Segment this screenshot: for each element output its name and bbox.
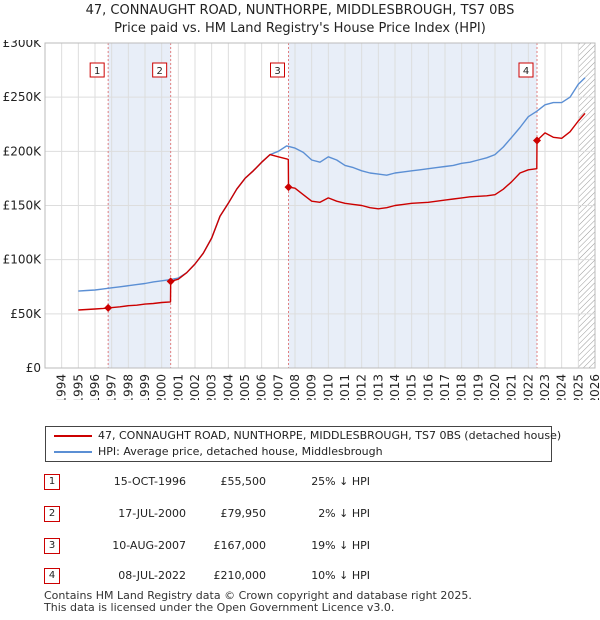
x-tick-label: 2014 — [388, 374, 402, 400]
sale-label-box — [518, 62, 534, 78]
sale-point — [533, 136, 541, 145]
x-tick-label: 2004 — [221, 374, 235, 400]
x-tick-label: 2018 — [455, 374, 469, 400]
sale-number-badge: 2 — [44, 506, 60, 522]
x-tick-label: 2002 — [188, 374, 202, 400]
table-row: 2 17-JUL-2000 £79,950 2% ↓ HPI — [0, 504, 600, 526]
x-tick-label: 2011 — [338, 374, 352, 400]
plot-frame — [44, 42, 596, 369]
legend-swatch-property — [54, 435, 92, 437]
sale-price: £210,000 — [213, 569, 267, 582]
sale-label-box — [89, 62, 105, 78]
sale-point — [166, 277, 175, 286]
series-line-hpi — [78, 77, 586, 292]
sale-label-box — [152, 62, 168, 78]
table-row: 4 08-JUL-2022 £210,000 10% ↓ HPI — [0, 566, 600, 588]
x-tick-label: 2022 — [521, 374, 535, 400]
x-tick-label: 2015 — [405, 374, 419, 400]
x-tick-label: 2020 — [488, 374, 502, 400]
y-tick-label: £200K — [3, 144, 43, 158]
sale-date: 08-JUL-2022 — [118, 569, 186, 582]
series-line-property — [78, 112, 586, 311]
x-tick-label: 2003 — [205, 374, 219, 400]
x-tick-label: 2010 — [321, 374, 335, 400]
sale-label: 1 — [94, 66, 100, 77]
legend-label-property: 47, CONNAUGHT ROAD, NUNTHORPE, MIDDLESBR… — [98, 429, 562, 442]
sale-date: 10-AUG-2007 — [112, 539, 186, 552]
x-tick-label: 2007 — [271, 374, 285, 400]
sale-label: 3 — [274, 66, 280, 77]
x-tick-label: 1997 — [105, 374, 119, 400]
y-tick-label: £50K — [10, 307, 42, 321]
sale-number-badge: 4 — [44, 568, 60, 584]
y-tick-label: £300K — [3, 40, 43, 50]
x-tick-label: 1998 — [121, 374, 135, 400]
x-tick-label: 2008 — [288, 374, 302, 400]
sale-point — [104, 303, 113, 312]
x-tick-label: 2009 — [305, 374, 319, 400]
x-tick-label: 1995 — [71, 374, 85, 400]
sale-number-badge: 1 — [44, 474, 60, 490]
sale-number-badge: 3 — [44, 538, 60, 554]
sale-hpi-diff: 2% ↓ HPI — [318, 507, 370, 520]
sale-price: £167,000 — [213, 539, 267, 552]
y-tick-label: £150K — [3, 199, 43, 213]
legend: 47, CONNAUGHT ROAD, NUNTHORPE, MIDDLESBR… — [45, 426, 561, 462]
x-tick-label: 2001 — [171, 374, 185, 400]
x-tick-label: 2005 — [238, 374, 252, 400]
y-tick-label: £250K — [3, 90, 43, 104]
chart-title: 47, CONNAUGHT ROAD, NUNTHORPE, MIDDLESBR… — [85, 3, 515, 18]
x-tick-label: 2021 — [505, 374, 519, 400]
sale-price: £79,950 — [220, 507, 267, 520]
x-tick-label: 2013 — [371, 374, 385, 400]
x-tick-label: 1996 — [88, 374, 102, 400]
sale-price: £55,500 — [220, 475, 267, 488]
sale-label: 2 — [156, 66, 162, 77]
sale-hpi-diff: 10% ↓ HPI — [311, 569, 370, 582]
y-tick-label: £100K — [3, 253, 43, 267]
sale-date: 15-OCT-1996 — [113, 475, 186, 488]
footer-license: This data is licensed under the Open Gov… — [44, 601, 395, 614]
footer: Contains HM Land Registry data © Crown c… — [44, 590, 472, 614]
x-tick-label: 2000 — [155, 374, 169, 400]
x-tick-label: 2017 — [438, 374, 452, 400]
table-row: 1 15-OCT-1996 £55,500 25% ↓ HPI — [0, 472, 600, 494]
chart-subtitle: Price paid vs. HM Land Registry's House … — [114, 21, 486, 36]
legend-label-hpi: HPI: Average price, detached house, Midd… — [98, 445, 383, 458]
sale-point — [284, 183, 293, 192]
x-tick-label: 1994 — [55, 374, 69, 400]
x-tick-label: 2016 — [421, 374, 435, 400]
x-tick-label: 2023 — [538, 374, 552, 400]
x-tick-label: 2024 — [555, 374, 569, 400]
chart-title-block: 47, CONNAUGHT ROAD, NUNTHORPE, MIDDLESBR… — [0, 2, 600, 38]
price-chart: £0 £50K £100K £150K £200K £250K £300K 1994 1995… — [3, 40, 600, 400]
table-row: 3 10-AUG-2007 £167,000 19% ↓ HPI — [0, 536, 600, 558]
sale-date: 17-JUL-2000 — [118, 507, 186, 520]
sale-hpi-diff: 19% ↓ HPI — [311, 539, 370, 552]
sale-hpi-diff: 25% ↓ HPI — [311, 475, 370, 488]
sale-label: 4 — [523, 66, 529, 77]
legend-swatch-hpi — [54, 451, 92, 453]
x-tick-label: 2006 — [255, 374, 269, 400]
x-tick-label: 2012 — [355, 374, 369, 400]
y-tick-label: £0 — [26, 361, 41, 375]
x-tick-label: 2025 — [571, 374, 585, 400]
sale-label-box — [270, 62, 285, 78]
x-tick-label: 2019 — [471, 374, 485, 400]
x-tick-label: 1999 — [138, 374, 152, 400]
x-tick-label: 2026 — [588, 374, 600, 400]
footer-copyright: Contains HM Land Registry data © Crown c… — [44, 589, 472, 602]
